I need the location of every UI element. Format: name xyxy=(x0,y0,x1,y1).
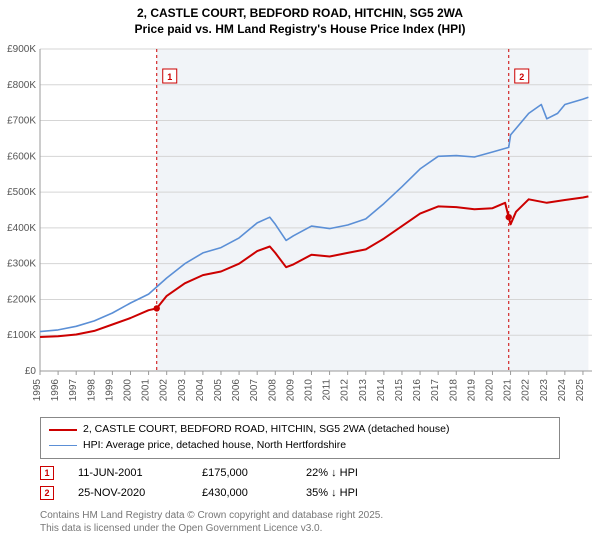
svg-text:2007: 2007 xyxy=(249,379,260,402)
svg-text:2011: 2011 xyxy=(322,379,333,401)
sales-list: 1 11-JUN-2001 £175,000 22% ↓ HPI 2 25-NOV-202… xyxy=(40,463,560,503)
title-line-2: Price paid vs. HM Land Registry's House … xyxy=(4,22,596,38)
svg-text:£900K: £900K xyxy=(7,44,36,55)
sale-hpi-diff: 35% ↓ HPI xyxy=(306,487,386,499)
svg-text:2016: 2016 xyxy=(412,379,423,402)
svg-text:£100K: £100K xyxy=(7,330,36,341)
svg-text:2005: 2005 xyxy=(213,379,224,402)
svg-text:2024: 2024 xyxy=(557,379,568,402)
svg-text:2002: 2002 xyxy=(159,379,170,402)
chart-area: £0 £100K £200K £300K £400K £500K £600K £700K £80… xyxy=(0,41,600,411)
line-chart-svg: £0 £100K £200K £300K £400K £500K £600K £700K £80… xyxy=(0,41,600,411)
svg-text:£800K: £800K xyxy=(7,80,36,91)
sale-hpi-diff: 22% ↓ HPI xyxy=(306,467,386,479)
chart-title: 2, CASTLE COURT, BEDFORD ROAD, HITCHIN, … xyxy=(0,0,600,41)
svg-text:2001: 2001 xyxy=(141,379,152,402)
footer-line-2: This data is licensed under the Open Gov… xyxy=(40,522,560,535)
svg-text:1: 1 xyxy=(167,72,172,82)
sale-marker-icon: 1 xyxy=(40,466,54,480)
sale-date: 11-JUN-2001 xyxy=(78,467,178,479)
svg-text:2014: 2014 xyxy=(376,379,387,402)
sale-row: 2 25-NOV-2020 £430,000 35% ↓ HPI xyxy=(40,483,560,503)
svg-text:£0: £0 xyxy=(25,366,37,377)
svg-text:1998: 1998 xyxy=(86,379,97,402)
legend-swatch xyxy=(49,429,77,431)
legend-swatch xyxy=(49,445,77,446)
svg-text:£700K: £700K xyxy=(7,116,36,127)
svg-text:2010: 2010 xyxy=(303,379,314,402)
footer-line-1: Contains HM Land Registry data © Crown c… xyxy=(40,509,560,522)
svg-text:£200K: £200K xyxy=(7,295,36,306)
title-line-1: 2, CASTLE COURT, BEDFORD ROAD, HITCHIN, … xyxy=(4,6,596,22)
svg-text:2015: 2015 xyxy=(394,379,405,402)
legend-row: 2, CASTLE COURT, BEDFORD ROAD, HITCHIN, … xyxy=(49,422,551,438)
legend-box: 2, CASTLE COURT, BEDFORD ROAD, HITCHIN, … xyxy=(40,417,560,459)
svg-text:2008: 2008 xyxy=(267,379,278,402)
svg-text:£500K: £500K xyxy=(7,187,36,198)
svg-text:1996: 1996 xyxy=(50,379,61,402)
svg-text:2021: 2021 xyxy=(503,379,514,402)
svg-text:2020: 2020 xyxy=(484,379,495,402)
legend-label: 2, CASTLE COURT, BEDFORD ROAD, HITCHIN, … xyxy=(83,422,449,438)
legend-label: HPI: Average price, detached house, Nort… xyxy=(83,438,346,454)
sale-price: £175,000 xyxy=(202,467,282,479)
svg-text:2003: 2003 xyxy=(177,379,188,402)
sale-price: £430,000 xyxy=(202,487,282,499)
svg-text:£300K: £300K xyxy=(7,259,36,270)
svg-text:2009: 2009 xyxy=(285,379,296,402)
svg-text:2000: 2000 xyxy=(122,379,133,402)
svg-text:2004: 2004 xyxy=(195,379,206,402)
svg-text:2017: 2017 xyxy=(430,379,441,402)
footer-attribution: Contains HM Land Registry data © Crown c… xyxy=(40,509,560,535)
svg-text:2022: 2022 xyxy=(521,379,532,402)
svg-text:2013: 2013 xyxy=(358,379,369,402)
svg-text:2012: 2012 xyxy=(340,379,351,402)
svg-text:2018: 2018 xyxy=(448,379,459,402)
svg-text:1995: 1995 xyxy=(32,379,43,402)
svg-text:£600K: £600K xyxy=(7,152,36,163)
svg-text:2019: 2019 xyxy=(466,379,477,402)
sale-date: 25-NOV-2020 xyxy=(78,487,178,499)
legend-row: HPI: Average price, detached house, Nort… xyxy=(49,438,551,454)
svg-text:1997: 1997 xyxy=(68,379,79,402)
svg-text:1999: 1999 xyxy=(104,379,115,402)
sale-row: 1 11-JUN-2001 £175,000 22% ↓ HPI xyxy=(40,463,560,483)
svg-text:£400K: £400K xyxy=(7,223,36,234)
svg-text:2006: 2006 xyxy=(231,379,242,402)
svg-text:2: 2 xyxy=(519,72,524,82)
svg-text:2023: 2023 xyxy=(539,379,550,402)
sale-marker-icon: 2 xyxy=(40,486,54,500)
svg-text:2025: 2025 xyxy=(575,379,586,402)
